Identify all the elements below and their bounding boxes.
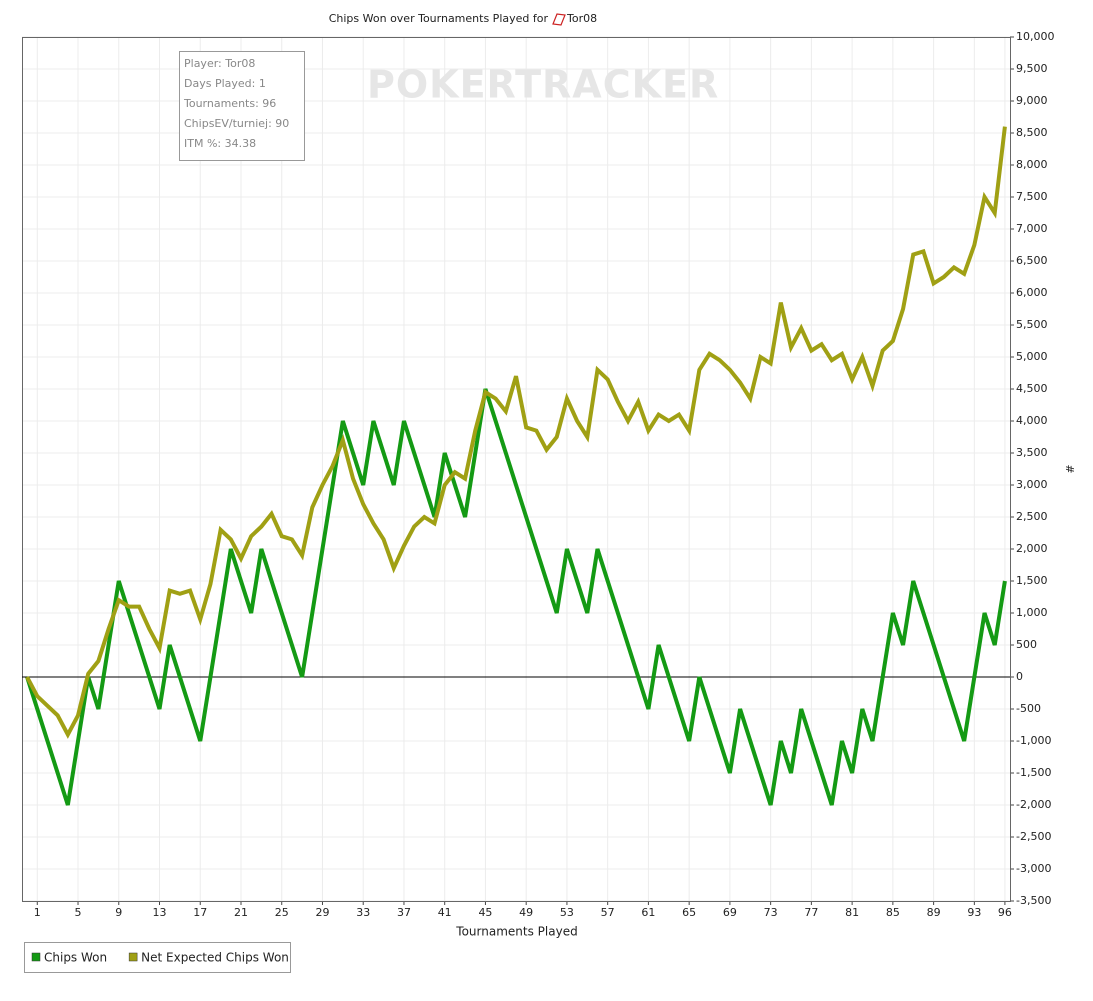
info-text: Tournaments: 96 (183, 97, 276, 110)
y-tick-label: 1,000 (1016, 606, 1048, 619)
player-icon (552, 13, 566, 26)
x-tick-label: 37 (397, 906, 411, 919)
legend-box (24, 942, 291, 973)
info-box (179, 51, 305, 161)
y-tick-label: 500 (1016, 638, 1037, 651)
x-tick-label: 45 (478, 906, 492, 919)
legend-label: Chips Won (44, 951, 107, 965)
y-tick-label: 0 (1016, 670, 1023, 683)
y-tick-label: 4,000 (1016, 414, 1048, 427)
x-tick-label: 13 (153, 906, 167, 919)
y-tick-label: -2,000 (1016, 798, 1051, 811)
y-tick-label: 4,500 (1016, 382, 1048, 395)
x-tick-label: 29 (315, 906, 329, 919)
x-tick-label: 17 (193, 906, 207, 919)
x-tick-label: 69 (723, 906, 737, 919)
x-tick-label: 65 (682, 906, 696, 919)
y-axis-label: # (1063, 464, 1076, 473)
x-tick-label: 9 (115, 906, 122, 919)
y-tick-label: 2,500 (1016, 510, 1048, 523)
y-tick-label: 7,500 (1016, 190, 1048, 203)
y-tick-label: 8,500 (1016, 126, 1048, 139)
x-tick-label: 81 (845, 906, 859, 919)
y-tick-label: 8,000 (1016, 158, 1048, 171)
x-tick-label: 33 (356, 906, 370, 919)
y-tick-label: -2,500 (1016, 830, 1051, 843)
x-tick-label: 93 (967, 906, 981, 919)
x-tick-label: 77 (804, 906, 818, 919)
chart-title: Chips Won over Tournaments Played for (329, 12, 549, 25)
y-tick-label: 9,500 (1016, 62, 1048, 75)
x-tick-label: 89 (927, 906, 941, 919)
x-tick-label: 53 (560, 906, 574, 919)
info-text: ChipsEV/turniej: 90 (184, 117, 289, 130)
x-axis-label: Tournaments Played (455, 925, 577, 939)
series-line (25, 388, 1007, 806)
x-tick-label: 96 (998, 906, 1012, 919)
x-tick-label: 85 (886, 906, 900, 919)
y-tick-label: 6,000 (1016, 286, 1048, 299)
watermark: POKERTRACKER (367, 63, 719, 107)
y-tick-label: 7,000 (1016, 222, 1048, 235)
y-tick-label: -500 (1016, 702, 1041, 715)
info-text: Player: Tor08 (184, 57, 255, 70)
y-tick-label: 6,500 (1016, 254, 1048, 267)
legend-swatch (31, 952, 41, 962)
y-tick-label: 5,000 (1016, 350, 1048, 363)
y-tick-label: 10,000 (1016, 30, 1055, 43)
x-tick-label: 25 (275, 906, 289, 919)
x-tick-label: 73 (764, 906, 778, 919)
chart-player: Tor08 (566, 12, 597, 25)
legend-swatch (128, 952, 138, 962)
x-tick-label: 49 (519, 906, 533, 919)
y-tick-label: 1,500 (1016, 574, 1048, 587)
plot-border (22, 37, 1011, 902)
y-tick-label: 5,500 (1016, 318, 1048, 331)
y-tick-label: -3,500 (1016, 894, 1051, 907)
x-tick-label: 57 (601, 906, 615, 919)
x-tick-label: 61 (641, 906, 655, 919)
y-tick-label: 9,000 (1016, 94, 1048, 107)
info-text: Days Played: 1 (184, 77, 266, 90)
info-text: ITM %: 34.38 (184, 137, 256, 150)
x-tick-label: 5 (75, 906, 82, 919)
plot-area: -3,500 -3,000 -2,500 -2,000 -1,500 -1,000 -500… (22, 30, 1055, 919)
y-tick-label: -1,500 (1016, 766, 1051, 779)
y-tick-label: 3,500 (1016, 446, 1048, 459)
series-line (25, 126, 1007, 739)
x-tick-label: 1 (34, 906, 41, 919)
y-tick-label: 3,000 (1016, 478, 1048, 491)
x-tick-label: 21 (234, 906, 248, 919)
x-tick-label: 41 (438, 906, 452, 919)
y-tick-label: -1,000 (1016, 734, 1051, 747)
legend-label: Net Expected Chips Won (141, 951, 289, 965)
y-tick-label: 2,000 (1016, 542, 1048, 555)
y-tick-label: -3,000 (1016, 862, 1051, 875)
